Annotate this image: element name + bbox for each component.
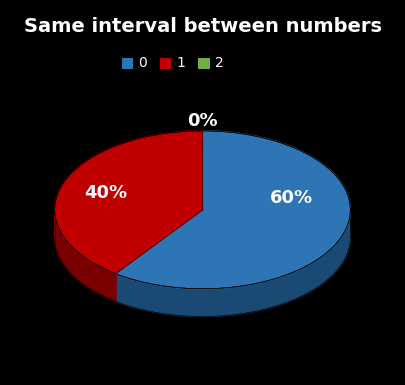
Polygon shape <box>55 210 115 301</box>
FancyBboxPatch shape <box>160 58 171 69</box>
Text: 2: 2 <box>215 56 224 70</box>
Text: 0: 0 <box>138 56 147 70</box>
Polygon shape <box>55 131 202 274</box>
Polygon shape <box>115 212 350 316</box>
Text: 1: 1 <box>176 56 185 70</box>
FancyBboxPatch shape <box>198 58 210 69</box>
Text: 0%: 0% <box>187 112 218 130</box>
Polygon shape <box>115 131 350 289</box>
Text: Same interval between numbers: Same interval between numbers <box>23 17 382 36</box>
FancyBboxPatch shape <box>122 58 133 69</box>
Text: 60%: 60% <box>270 189 313 207</box>
Text: 40%: 40% <box>84 184 127 201</box>
